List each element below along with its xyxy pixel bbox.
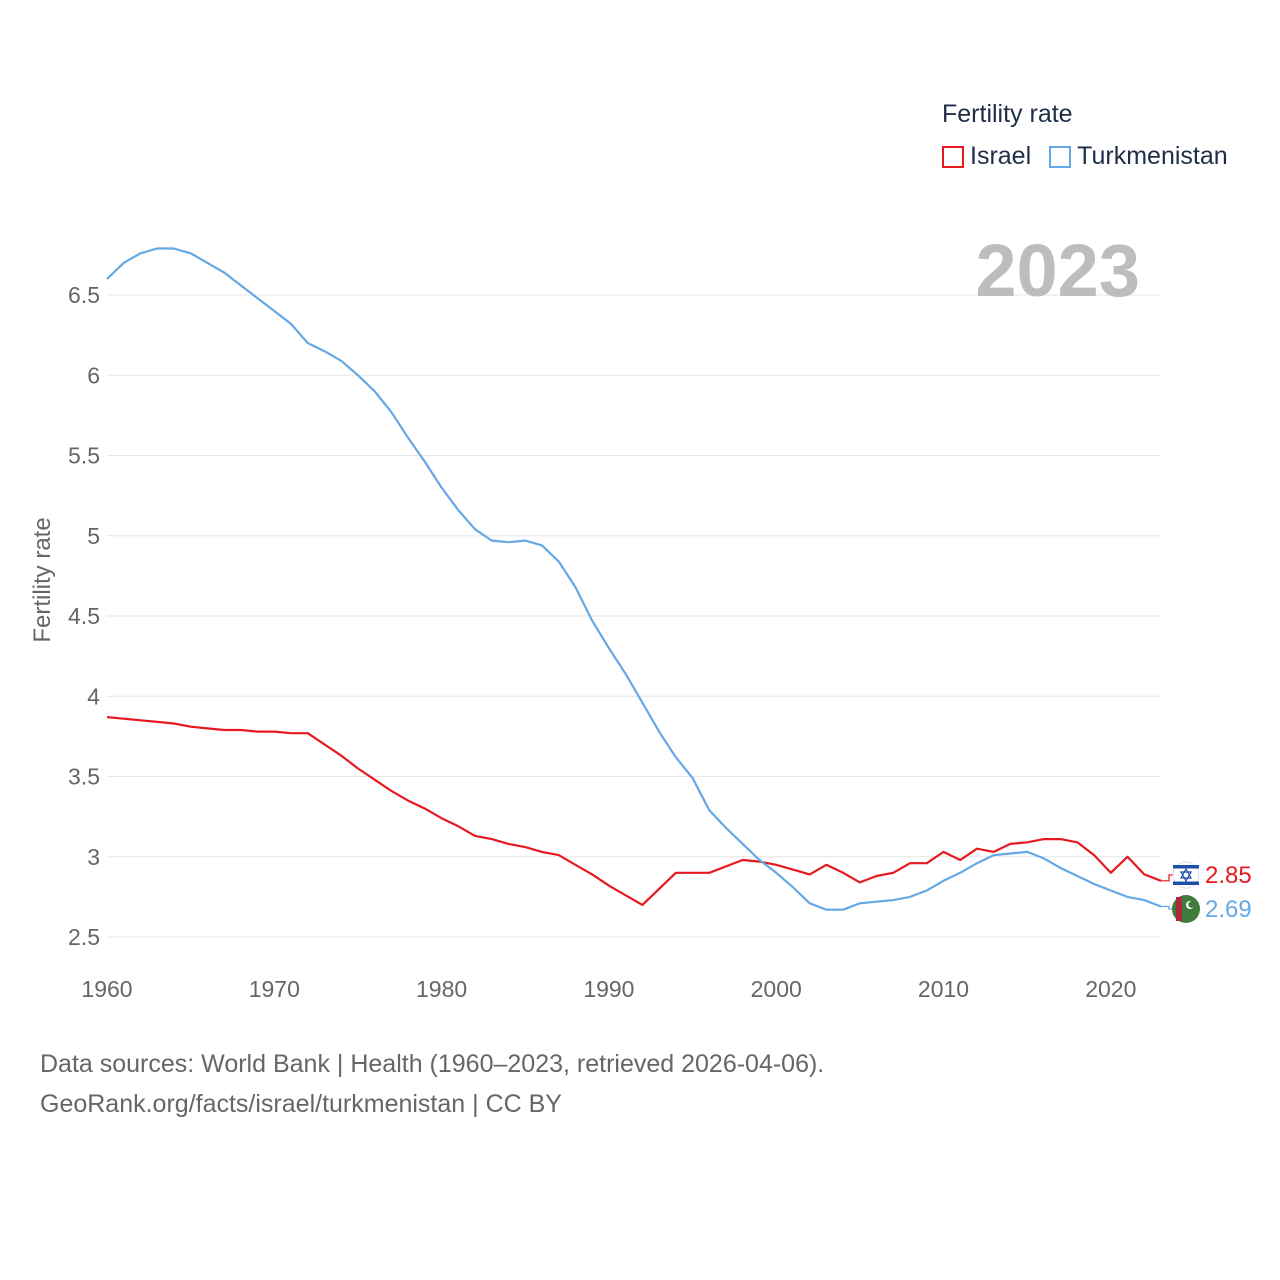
series-line-turkmenistan [106, 247, 1162, 911]
grid-lines [107, 294, 1161, 938]
y-tick-label: 3.5 [68, 764, 100, 790]
y-tick-labels: 2.5 3 3.5 4 4.5 5 5.5 6 6.5 [68, 282, 100, 950]
y-tick-label: 5 [87, 523, 100, 549]
x-tick-label: 2020 [1085, 976, 1136, 1002]
x-tick-labels: 1960 1970 1980 1990 2000 2010 2020 [81, 976, 1136, 1002]
x-tick-label: 1960 [81, 976, 132, 1002]
x-tick-label: 1990 [583, 976, 634, 1002]
end-value-label-israel: 2.85 [1205, 862, 1252, 889]
x-tick-label: 1970 [249, 976, 300, 1002]
x-tick-label: 2000 [751, 976, 802, 1002]
y-tick-label: 5.5 [68, 443, 100, 469]
end-connector [1161, 905, 1173, 910]
y-tick-label: 3 [87, 844, 100, 870]
legend-item-israel[interactable]: Israel [942, 142, 1031, 171]
legend-label-israel: Israel [970, 142, 1032, 170]
source-line: Data sources: World Bank | Health (1960–… [40, 1050, 825, 1078]
y-axis-title: Fertility rate [29, 517, 56, 642]
source-footer: Data sources: World Bank | Health (1960–… [40, 1044, 824, 1124]
y-tick-label: 6 [87, 362, 100, 388]
end-value-label-turkmenistan: 2.69 [1205, 896, 1252, 923]
legend-item-turkmenistan[interactable]: Turkmenistan [1049, 142, 1228, 171]
legend-title: Fertility rate [942, 100, 1073, 128]
license-line[interactable]: GeoRank.org/facts/israel/turkmenistan | … [40, 1090, 562, 1118]
y-tick-label: 2.5 [68, 924, 100, 950]
highlight-year: 2023 [975, 229, 1140, 312]
legend: Israel Turkmenistan [942, 142, 1246, 171]
legend-swatch-israel [942, 145, 964, 168]
series-lines [106, 247, 1162, 911]
x-tick-label: 2010 [918, 976, 969, 1002]
end-connector [1161, 874, 1173, 882]
y-tick-label: 6.5 [68, 282, 100, 308]
series-line-israel [106, 716, 1162, 907]
end-labels: 2.85 2.69 [1161, 861, 1252, 923]
israel-flag-icon [1172, 861, 1200, 889]
legend-label-turkmenistan: Turkmenistan [1077, 142, 1228, 170]
turkmenistan-flag-icon [1172, 895, 1200, 923]
legend-swatch-turkmenistan [1049, 145, 1072, 168]
y-tick-label: 4 [87, 683, 100, 709]
y-tick-label: 4.5 [68, 603, 100, 629]
x-tick-label: 1980 [416, 976, 467, 1002]
